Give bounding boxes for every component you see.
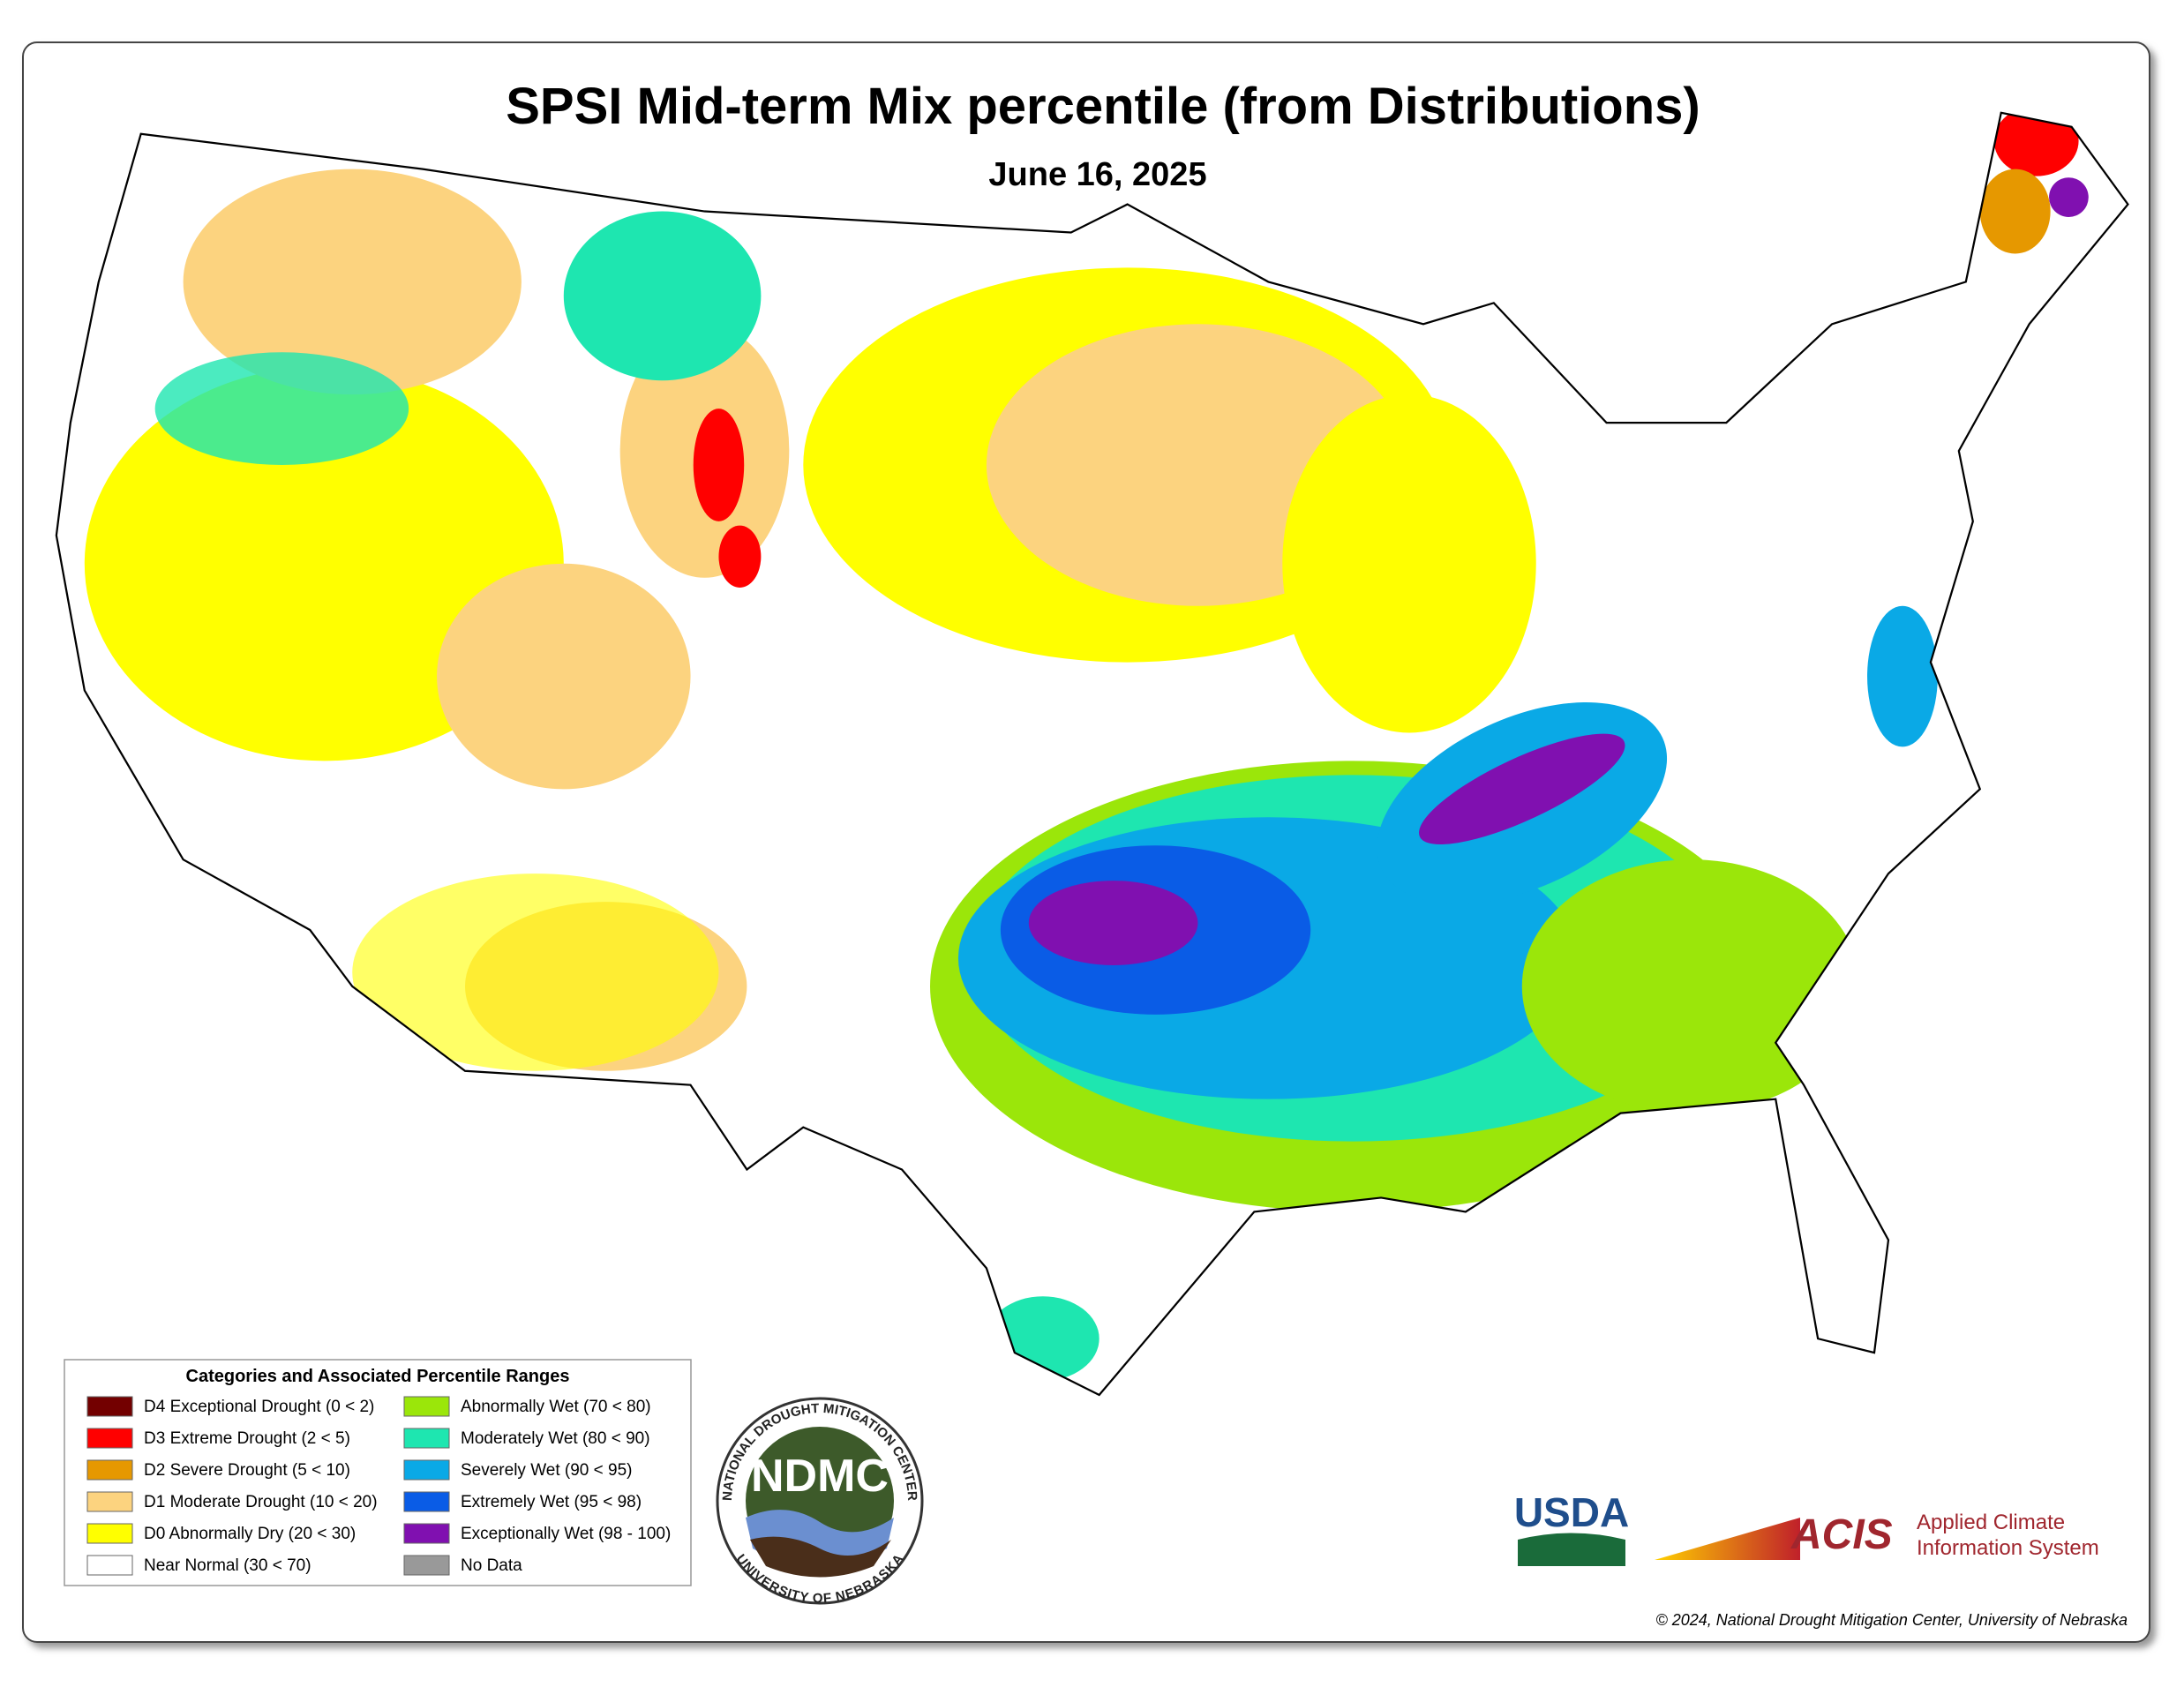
legend-label: Extremely Wet (95 < 98) — [461, 1493, 642, 1511]
legend-swatch — [403, 1523, 450, 1544]
legend-swatch — [86, 1459, 133, 1481]
legend-swatch — [403, 1491, 450, 1512]
legend-label: D1 Moderate Drought (10 < 20) — [144, 1493, 378, 1511]
legend-swatch — [403, 1459, 450, 1481]
legend-label: Near Normal (30 < 70) — [144, 1556, 311, 1575]
ndmc-logo: NDMC NATIONAL DROUGHT MITIGATION CENTER … — [716, 1397, 924, 1606]
legend-swatch — [403, 1428, 450, 1449]
subtitle: June 16, 2025 — [988, 156, 1206, 193]
legend-swatch — [86, 1428, 133, 1449]
legend-swatch — [86, 1491, 133, 1512]
ndmc-text: NDMC — [751, 1451, 889, 1502]
acis-logo: ACIS Applied Climate Information System — [1655, 1511, 2099, 1560]
legend-label: Severely Wet (90 < 95) — [461, 1461, 633, 1480]
acis-text: ACIS — [1790, 1511, 1893, 1558]
copyright: © 2024, National Drought Mitigation Cent… — [1655, 1611, 2128, 1629]
acis-line2: Information System — [1917, 1536, 2099, 1560]
legend: Categories and Associated Percentile Ran… — [64, 1359, 692, 1586]
legend-swatch — [86, 1555, 133, 1576]
legend-label: D3 Extreme Drought (2 < 5) — [144, 1429, 350, 1448]
legend-label: D0 Abnormally Dry (20 < 30) — [144, 1525, 356, 1543]
legend-box — [64, 1359, 692, 1586]
legend-swatch — [403, 1396, 450, 1417]
legend-title: Categories and Associated Percentile Ran… — [186, 1367, 570, 1386]
usda-text: USDA — [1514, 1489, 1629, 1535]
legend-label: No Data — [461, 1556, 522, 1575]
legend-label: Exceptionally Wet (98 - 100) — [461, 1525, 671, 1543]
title: SPSI Mid-term Mix percentile (from Distr… — [506, 78, 1700, 135]
legend-swatch — [86, 1396, 133, 1417]
legend-swatch — [86, 1523, 133, 1544]
legend-label: D4 Exceptional Drought (0 < 2) — [144, 1398, 374, 1416]
acis-line1: Applied Climate — [1917, 1511, 2065, 1534]
legend-label: D2 Severe Drought (5 < 10) — [144, 1461, 350, 1480]
legend-label: Abnormally Wet (70 < 80) — [461, 1398, 651, 1416]
usda-logo: USDA — [1514, 1489, 1629, 1566]
legend-swatch — [403, 1555, 450, 1576]
legend-label: Moderately Wet (80 < 90) — [461, 1429, 650, 1448]
